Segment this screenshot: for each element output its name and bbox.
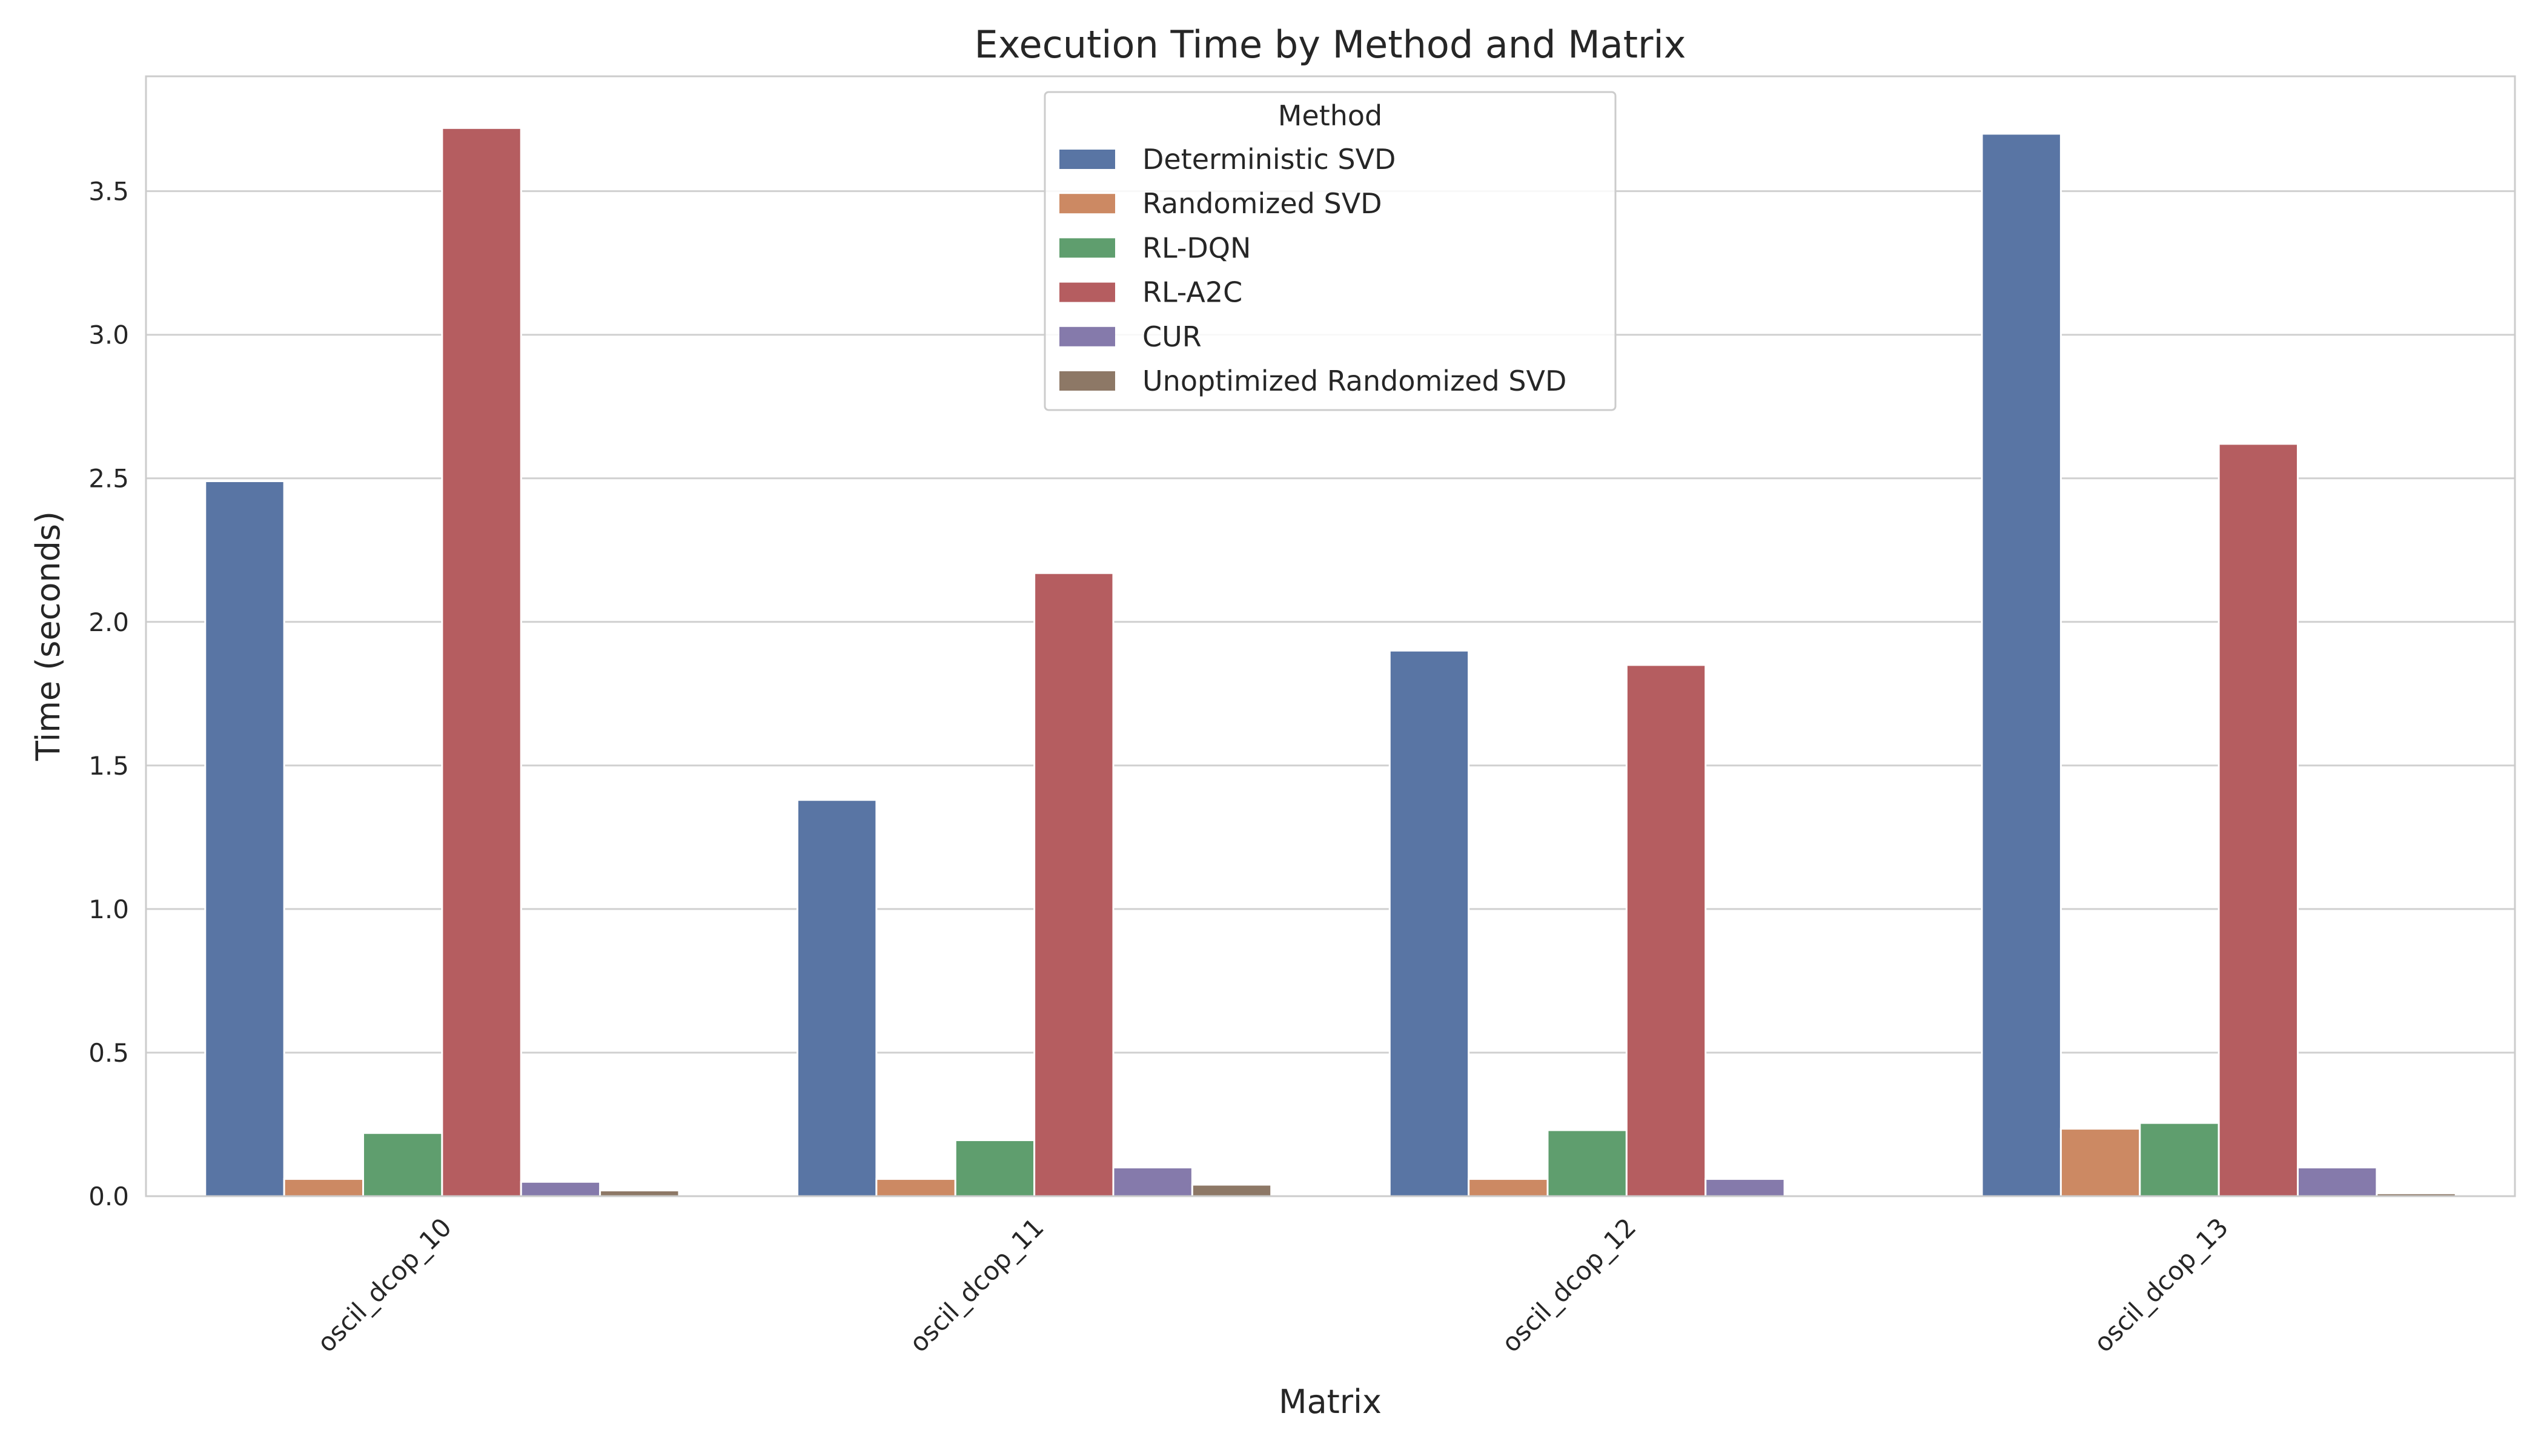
y-tick-label: 0.5 xyxy=(88,1038,129,1068)
legend-label: Randomized SVD xyxy=(1142,187,1382,220)
bar-randomized-svd xyxy=(875,1178,956,1197)
bars xyxy=(204,127,2457,1197)
bar-rl-dqn xyxy=(2139,1122,2220,1197)
bar-rl-a2c xyxy=(2218,443,2299,1197)
legend-swatch xyxy=(1059,194,1115,214)
bar-rl-a2c xyxy=(441,127,522,1197)
legend-title: Method xyxy=(1278,99,1383,132)
legend-label: Deterministic SVD xyxy=(1142,143,1396,176)
bar-rl-a2c xyxy=(1625,664,1707,1197)
legend: Method Deterministic SVD Randomized SVD RL… xyxy=(1044,91,1617,411)
bar-unoptimized-randomized-svd xyxy=(1191,1183,1273,1197)
bar-rl-dqn xyxy=(954,1139,1036,1197)
legend-label: Unoptimized Randomized SVD xyxy=(1142,365,1566,397)
y-tick-labels: 0.0 0.5 1.0 1.5 2.0 2.5 3.0 3.5 xyxy=(88,177,129,1211)
legend-label: RL-DQN xyxy=(1142,231,1251,264)
legend-label: CUR xyxy=(1142,320,1202,353)
x-tick-labels: oscil_dcop_10 oscil_dcop_11 oscil_dcop_12 o… xyxy=(311,1212,2234,1358)
bar-rl-a2c xyxy=(1033,572,1115,1197)
plot-frame xyxy=(145,75,2516,1197)
bar-cur xyxy=(2296,1166,2378,1197)
bar-rl-dqn xyxy=(362,1132,443,1197)
x-tick-label: oscil_dcop_10 xyxy=(311,1212,457,1358)
bar-deterministic-svd xyxy=(1388,649,1470,1197)
bar-randomized-svd xyxy=(283,1178,365,1197)
bar-rl-dqn xyxy=(1546,1129,1628,1197)
bar-cur xyxy=(520,1180,601,1197)
y-tick-label: 0.0 xyxy=(88,1182,129,1211)
y-tick-label: 1.0 xyxy=(88,895,129,924)
chart-title: Execution Time by Method and Matrix xyxy=(975,22,1686,67)
bar-deterministic-svd xyxy=(797,799,878,1197)
bar-randomized-svd xyxy=(2059,1128,2141,1197)
x-tick-label: oscil_dcop_11 xyxy=(904,1212,1050,1358)
y-axis-label: Time (seconds) xyxy=(29,511,67,761)
legend-swatch xyxy=(1059,326,1115,346)
bar-cur xyxy=(1112,1166,1193,1197)
x-axis-label: Matrix xyxy=(1279,1383,1382,1421)
legend-swatch xyxy=(1059,371,1115,391)
legend-box xyxy=(1044,91,1617,411)
x-tick-label: oscil_dcop_13 xyxy=(2088,1212,2234,1358)
y-tick-label: 3.5 xyxy=(88,177,129,207)
bar-deterministic-svd xyxy=(204,480,285,1197)
legend-swatch xyxy=(1059,238,1115,258)
x-tick-label: oscil_dcop_12 xyxy=(1496,1212,1642,1358)
bar-cur xyxy=(1704,1178,1786,1197)
bar-deterministic-svd xyxy=(1981,133,2062,1197)
y-tick-label: 2.5 xyxy=(88,464,129,494)
bar-randomized-svd xyxy=(1468,1178,1549,1197)
y-tick-label: 1.5 xyxy=(88,751,129,781)
y-tick-label: 3.0 xyxy=(88,320,129,350)
legend-swatch xyxy=(1059,282,1115,302)
y-tick-label: 2.0 xyxy=(88,607,129,637)
legend-swatch xyxy=(1059,150,1115,169)
legend-label: RL-A2C xyxy=(1142,276,1242,309)
